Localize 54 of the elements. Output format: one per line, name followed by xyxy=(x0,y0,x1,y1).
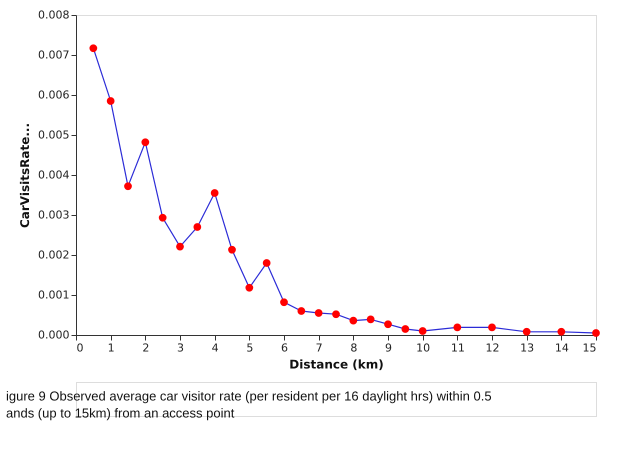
x-tick-label: 7 xyxy=(316,342,323,354)
point xyxy=(141,138,150,146)
point xyxy=(228,246,236,254)
x-tick-label: 13 xyxy=(520,342,534,354)
y-tick-label: 0.006 xyxy=(38,88,70,102)
y-tick-label: 0.001 xyxy=(38,288,70,302)
point xyxy=(210,189,219,197)
point xyxy=(106,97,115,105)
point xyxy=(522,328,531,336)
point xyxy=(453,324,462,332)
x-axis-title: Distance (km) xyxy=(289,358,384,372)
x-tick-label: 11 xyxy=(450,342,465,354)
x-tick-label: 14 xyxy=(554,342,569,354)
text: igure 9 Observed average car visitor rate (per resident per 16 daylight hrs) within 0.5 xyxy=(6,388,492,404)
point xyxy=(262,259,271,267)
y-tick-label: 0.003 xyxy=(38,208,70,222)
y-tick-label: 0.002 xyxy=(38,248,70,262)
x-tick-label: 3 xyxy=(177,342,184,354)
point xyxy=(158,214,167,222)
point xyxy=(332,310,340,318)
x-tick-label: 4 xyxy=(212,342,219,354)
x-tick-label: 5 xyxy=(246,342,254,354)
point xyxy=(89,44,98,52)
point xyxy=(314,309,323,317)
y-tick-label: 0.007 xyxy=(38,48,70,62)
x-tick-label: 0 xyxy=(76,342,84,354)
x-tick-label: 2 xyxy=(142,342,150,354)
text: ands (up to 15km) from an access point xyxy=(6,406,235,420)
point xyxy=(366,316,375,324)
point xyxy=(176,242,184,250)
point xyxy=(418,327,427,335)
point xyxy=(297,307,306,315)
y-axis-title: CarVisitsRate... xyxy=(18,122,32,228)
point xyxy=(557,328,566,336)
x-tick-label: 12 xyxy=(486,342,500,354)
x-tick-label: 1 xyxy=(108,342,115,354)
x-tick-label: 15 xyxy=(582,342,596,354)
y-tick-label: 0.005 xyxy=(38,128,70,142)
point xyxy=(193,223,202,231)
point xyxy=(592,329,600,337)
x-tick-label: 6 xyxy=(281,342,288,354)
x-tick-label: 9 xyxy=(385,342,392,354)
y-tick-label: 0.000 xyxy=(38,328,70,342)
point xyxy=(349,316,358,324)
point xyxy=(280,298,288,306)
x-tick-label: 8 xyxy=(350,342,358,354)
y-tick-label: 0.004 xyxy=(38,168,70,182)
point xyxy=(384,320,392,328)
x-tick-label: 10 xyxy=(416,342,430,354)
point xyxy=(401,325,410,333)
point xyxy=(124,182,132,190)
y-tick-label: 0.008 xyxy=(38,8,70,22)
point xyxy=(488,324,496,332)
point xyxy=(245,284,254,292)
